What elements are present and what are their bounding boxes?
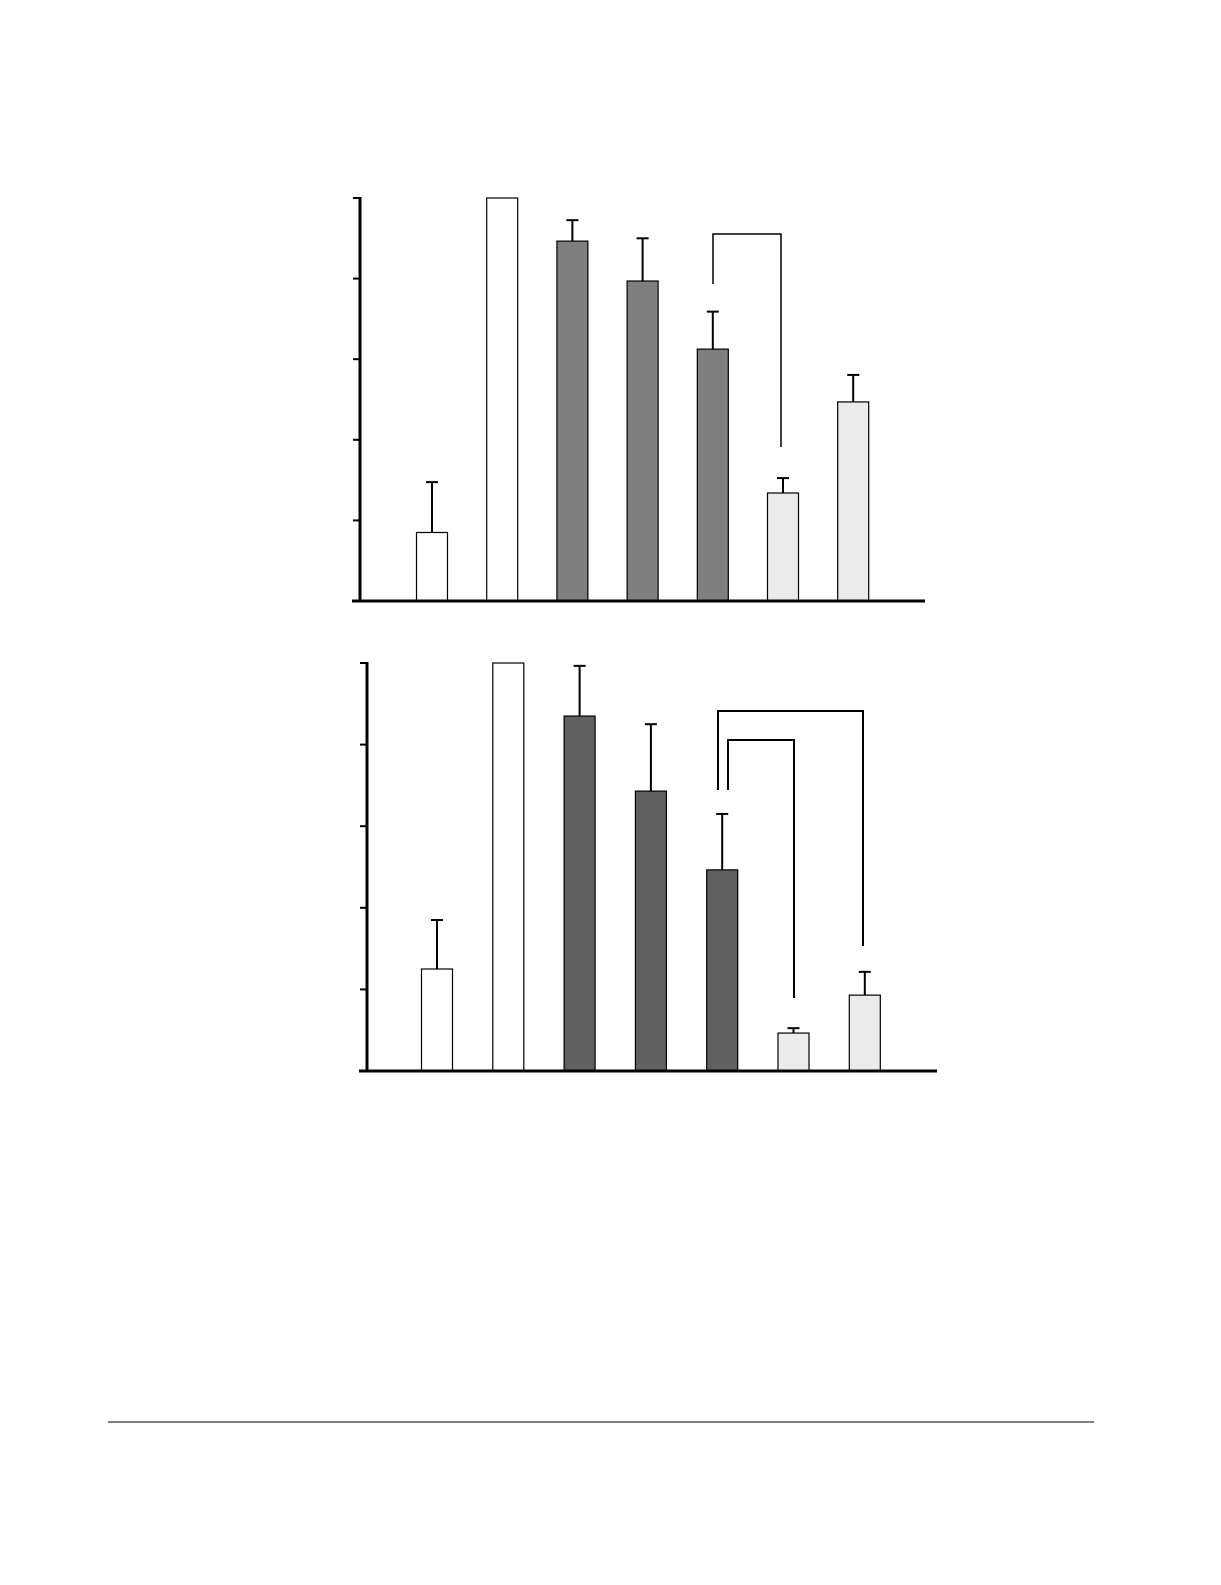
bar (706, 869, 739, 1072)
bar (777, 1032, 810, 1072)
bar (556, 240, 589, 602)
bar (486, 197, 519, 602)
bar (696, 348, 729, 602)
bar (420, 968, 454, 1072)
bracket (717, 710, 864, 946)
bar (766, 492, 800, 602)
bar (837, 401, 870, 602)
bar (626, 280, 659, 602)
bar (634, 790, 668, 1072)
bracket (727, 739, 795, 998)
bracket (712, 233, 782, 447)
bar (563, 715, 596, 1072)
significance-bracket (712, 233, 864, 998)
bar (492, 662, 525, 1072)
bar (848, 994, 881, 1072)
bar (415, 531, 449, 602)
